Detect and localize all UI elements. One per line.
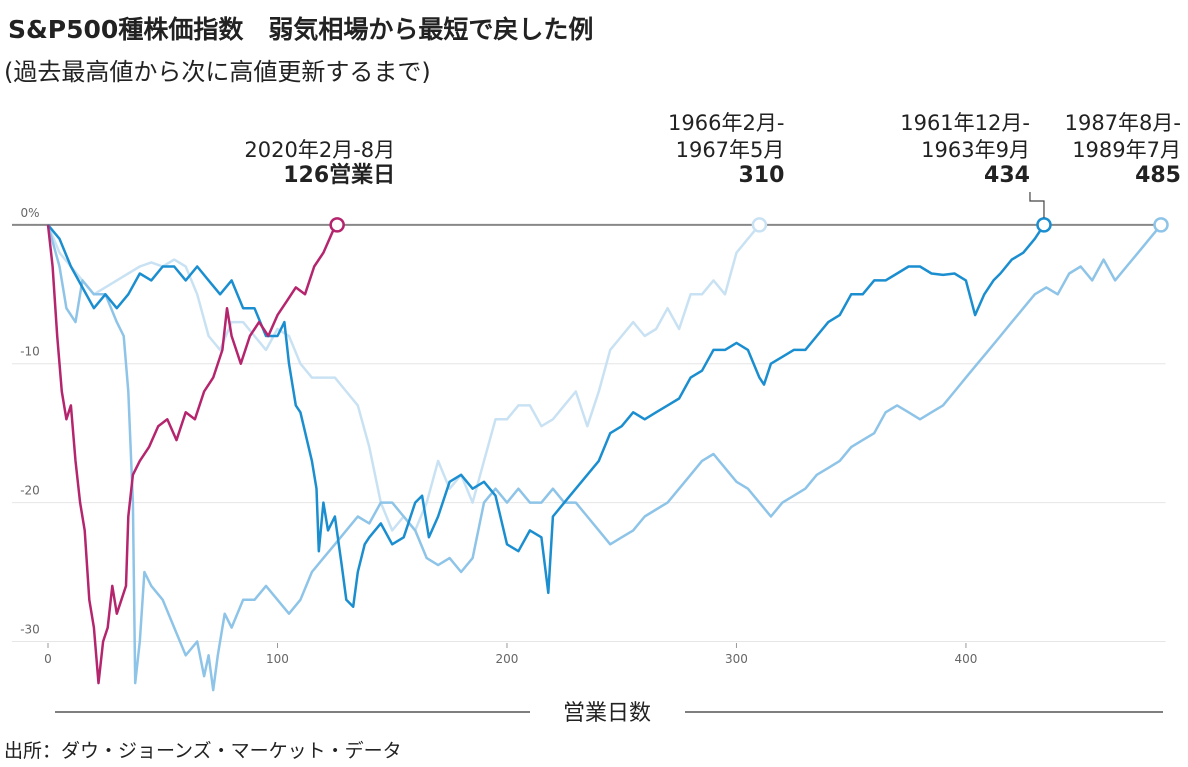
annotation-period: 1987年8月- [1065,111,1181,135]
x-tick-label: 200 [496,652,519,666]
annotation-period: 1967年5月 [676,138,785,162]
y-tick-label: 0% [20,206,39,220]
annotation-days: 310 [738,163,784,188]
end-marker [329,217,345,233]
x-tick-label: 100 [266,652,289,666]
plot: 0% -10 -20 -30 0 100 200 300 400 1966年2月- 1967年5月3… [12,111,1181,692]
chart-subtitle: (過去最高値から次に高値更新するまで) [4,58,431,86]
annotation-days: 126営業日 [283,162,395,188]
source: 出所：ダウ・ジョーンズ・マーケット・データ [4,740,402,762]
series-line [46,224,1162,692]
annotation-period: 1989年7月 [1072,138,1181,162]
end-marker [1153,217,1169,233]
x-axis-label: 営業日数 [563,701,651,726]
y-tick-label: -20 [20,484,40,498]
end-marker [751,217,768,233]
x-tick-label: 300 [725,652,748,666]
series-line [46,224,761,532]
y-tick-label: -10 [20,345,40,359]
annotation-period: 2020年2月-8月 [244,138,395,162]
end-marker [1036,217,1052,233]
annotation-period: 1966年2月- [668,111,784,135]
annotation-period: 1961年12月- [900,111,1030,135]
x-tick-label: 400 [954,652,977,666]
y-tick-label: -30 [20,622,40,636]
annotation-days: 485 [1135,163,1181,188]
chart-title: S&P500種株価指数 弱気相場から最短で戻した例 [8,15,593,44]
series-line [47,224,1046,608]
leader-line [1029,192,1045,218]
annotation-days: 434 [984,163,1030,188]
x-tick-label: 0 [44,652,52,666]
annotation-period: 1963年9月 [921,138,1030,162]
series-line [46,224,339,685]
